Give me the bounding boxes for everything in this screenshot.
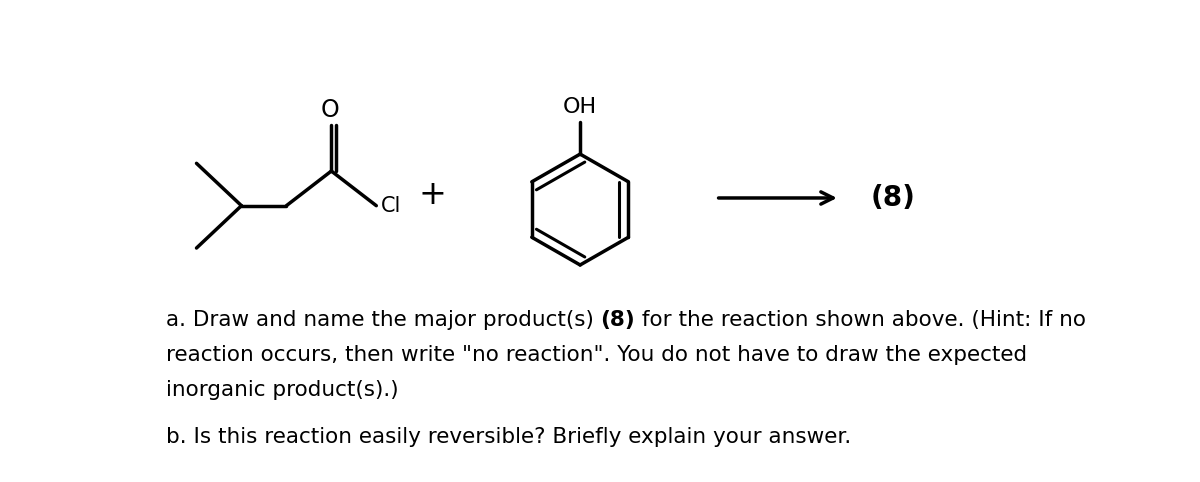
Text: +: + [419,178,446,211]
Text: for the reaction shown above. (Hint: If no: for the reaction shown above. (Hint: If … [635,309,1086,330]
Text: OH: OH [563,97,598,117]
Text: Cl: Cl [380,196,401,215]
Text: b. Is this reaction easily reversible? Briefly explain your answer.: b. Is this reaction easily reversible? B… [166,427,851,447]
Text: (8): (8) [871,184,916,212]
Text: (8): (8) [600,309,635,330]
Text: reaction occurs, then write "no reaction". You do not have to draw the expected: reaction occurs, then write "no reaction… [166,345,1027,365]
Text: O: O [320,98,338,122]
Text: inorganic product(s).): inorganic product(s).) [166,380,398,401]
Text: a. Draw and name the major product(s): a. Draw and name the major product(s) [166,309,600,330]
